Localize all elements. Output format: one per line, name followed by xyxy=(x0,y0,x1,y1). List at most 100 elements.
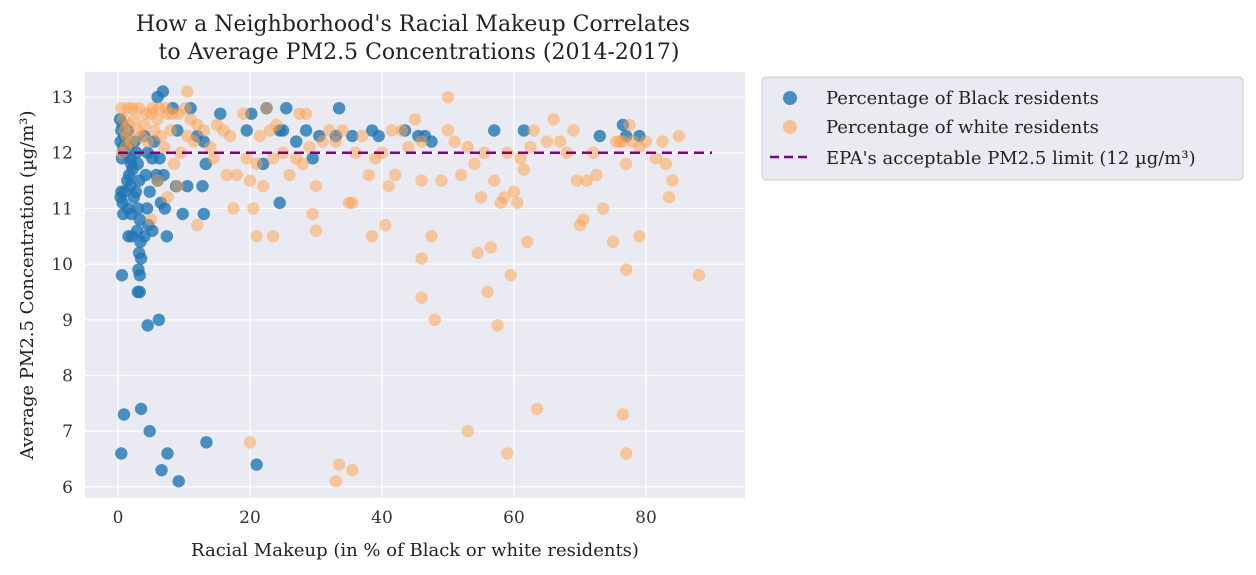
chart-title-line-2: to Average PM2.5 Concentrations (2014-20… xyxy=(159,40,680,65)
data-point-white xyxy=(567,124,580,137)
chart-title-line-1: How a Neighborhood's Racial Makeup Corre… xyxy=(136,12,690,37)
data-point-white xyxy=(230,168,243,182)
legend: Percentage of Black residents Percentage… xyxy=(761,76,1244,181)
data-point-white xyxy=(461,424,474,438)
data-point-white xyxy=(402,140,415,154)
data-point-white xyxy=(179,101,192,115)
data-point-black xyxy=(141,319,154,332)
x-tick-label: 80 xyxy=(635,508,657,528)
data-point-white xyxy=(187,135,201,148)
grid-lines xyxy=(85,72,745,498)
data-point-black xyxy=(115,447,128,460)
data-point-black xyxy=(139,168,152,182)
data-point-white xyxy=(174,146,187,159)
data-point-white xyxy=(346,463,359,477)
data-point-white xyxy=(428,313,441,327)
data-point-white xyxy=(623,118,636,132)
legend-label-white: Percentage of white residents xyxy=(826,117,1099,138)
data-point-black xyxy=(273,196,286,210)
data-point-white xyxy=(471,246,484,260)
data-point-white xyxy=(329,135,342,148)
data-point-white xyxy=(389,168,402,182)
data-point-white xyxy=(570,174,583,187)
data-point-white xyxy=(171,179,184,193)
data-point-white xyxy=(270,118,283,132)
data-point-white xyxy=(474,191,488,204)
data-point-white xyxy=(197,124,210,137)
data-point-black xyxy=(131,157,144,171)
data-point-white xyxy=(666,174,679,187)
data-point-black xyxy=(140,202,154,215)
y-tick-label: 12 xyxy=(51,144,73,164)
data-point-black xyxy=(346,129,359,143)
data-point-black xyxy=(306,152,319,165)
data-point-white xyxy=(346,196,359,210)
data-point-black xyxy=(158,202,172,215)
data-point-white xyxy=(435,174,448,187)
data-point-black xyxy=(134,402,148,416)
y-tick-label: 9 xyxy=(62,311,73,331)
data-point-white xyxy=(316,135,329,148)
data-point-white xyxy=(659,157,672,171)
data-point-white xyxy=(128,113,141,126)
data-point-white xyxy=(606,235,620,249)
data-point-black xyxy=(172,475,185,488)
data-point-black xyxy=(517,124,531,137)
data-point-white xyxy=(365,230,379,243)
data-point-white xyxy=(164,124,177,137)
legend-marker-white xyxy=(783,120,797,134)
data-point-white xyxy=(577,213,590,226)
data-point-black xyxy=(143,424,156,438)
y-tick-label: 13 xyxy=(51,88,73,108)
data-point-white xyxy=(540,135,554,148)
data-point-black xyxy=(153,152,166,165)
data-point-white xyxy=(151,174,164,187)
data-point-white xyxy=(240,152,253,165)
y-tick-labels: 6 7 8 9 10 11 12 13 xyxy=(51,88,73,498)
data-point-white xyxy=(154,129,168,143)
data-point-white xyxy=(488,174,501,187)
data-point-white xyxy=(415,174,428,187)
data-point-white xyxy=(382,179,395,193)
data-point-black xyxy=(117,408,131,421)
legend-marker-black xyxy=(783,91,797,105)
data-point-white xyxy=(303,140,316,154)
data-point-white xyxy=(639,135,653,148)
data-point-white xyxy=(504,269,517,282)
data-point-white xyxy=(227,202,240,215)
data-point-white xyxy=(616,135,630,148)
data-point-white xyxy=(672,129,686,143)
data-point-white xyxy=(243,436,257,449)
data-point-white xyxy=(395,124,408,137)
data-point-white xyxy=(144,213,158,226)
data-point-white xyxy=(266,230,280,243)
y-tick-label: 7 xyxy=(62,422,73,442)
data-point-white xyxy=(415,252,428,265)
data-point-black xyxy=(115,269,129,282)
data-point-white xyxy=(620,447,633,460)
data-point-black xyxy=(176,207,189,221)
data-point-white xyxy=(161,191,174,204)
data-point-white xyxy=(521,235,534,249)
data-point-black xyxy=(152,313,166,327)
data-point-black xyxy=(250,458,263,471)
data-point-white xyxy=(181,85,194,98)
data-point-white xyxy=(379,218,392,232)
data-point-white xyxy=(207,152,220,165)
y-tick-label: 11 xyxy=(51,199,73,219)
data-point-white xyxy=(253,129,267,143)
data-point-white xyxy=(220,168,234,182)
data-point-white xyxy=(554,135,567,148)
data-point-white xyxy=(415,135,428,148)
data-point-white xyxy=(649,152,663,165)
data-point-white xyxy=(620,157,633,171)
data-point-black xyxy=(155,463,168,477)
series-white-points xyxy=(115,85,705,488)
data-point-white xyxy=(158,140,171,154)
data-point-white xyxy=(620,263,633,276)
data-point-white xyxy=(484,241,498,254)
data-point-black xyxy=(488,124,501,137)
data-point-white xyxy=(260,101,273,115)
data-point-white xyxy=(362,168,375,182)
